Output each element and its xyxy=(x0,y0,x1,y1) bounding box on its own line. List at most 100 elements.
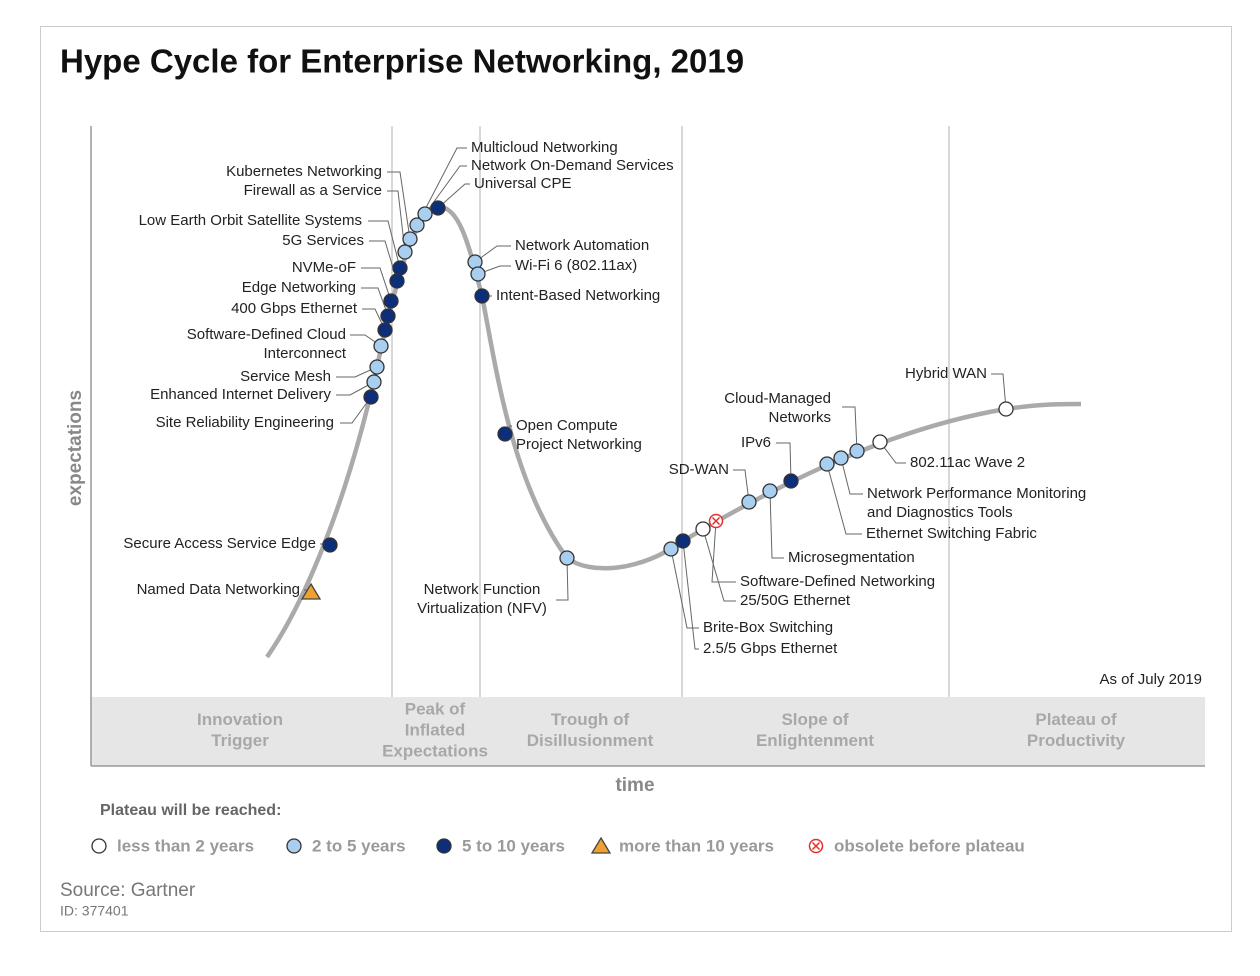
marker-circle xyxy=(91,838,107,854)
leader-line xyxy=(991,373,1007,410)
legend-label: 2 to 5 years xyxy=(312,836,406,855)
leader-line xyxy=(711,520,736,583)
technology-label: Multicloud Networking xyxy=(471,139,618,156)
marker xyxy=(872,434,888,450)
phase-label: Trigger xyxy=(211,731,269,750)
technology-label: Network On-Demand Services xyxy=(471,157,674,174)
marker xyxy=(590,836,612,854)
technology-label: Project Networking xyxy=(516,436,642,453)
technology-label: SD-WAN xyxy=(669,461,729,478)
marker xyxy=(708,513,724,529)
marker-circle xyxy=(474,288,490,304)
leader-line xyxy=(387,171,411,240)
marker xyxy=(663,541,679,557)
leader-line xyxy=(682,540,699,650)
phase-label: Expectations xyxy=(382,741,488,760)
marker xyxy=(409,217,425,233)
marker xyxy=(474,288,490,304)
marker xyxy=(389,273,405,289)
technology-label: Cloud-Managed xyxy=(724,390,831,407)
marker-circle xyxy=(369,359,385,375)
technology-label: Named Data Networking xyxy=(137,581,300,598)
marker xyxy=(808,838,824,854)
marker-circle xyxy=(363,389,379,405)
marker-cross xyxy=(811,841,821,851)
legend-title: Plateau will be reached: xyxy=(100,802,281,819)
marker xyxy=(783,473,799,489)
technology-label: Edge Networking xyxy=(242,279,356,296)
marker xyxy=(675,533,691,549)
marker-circle xyxy=(497,426,513,442)
phase-label: Trough of xyxy=(551,710,630,729)
marker-circle xyxy=(436,838,452,854)
marker xyxy=(377,322,393,338)
marker xyxy=(397,244,413,260)
leader-line xyxy=(387,190,406,253)
technology-label: Network Performance Monitoring xyxy=(867,485,1086,502)
marker xyxy=(402,231,418,247)
marker-circle xyxy=(833,450,849,466)
technology-label: Hybrid WAN xyxy=(905,365,987,382)
phase-label: Slope of xyxy=(781,710,848,729)
technology-label: 25/50G Ethernet xyxy=(740,592,851,609)
marker xyxy=(849,443,865,459)
technology-label: Software-Defined Cloud xyxy=(187,326,346,343)
phase-label: Peak of xyxy=(405,699,466,718)
axes xyxy=(90,126,1205,767)
marker-circle xyxy=(322,537,338,553)
marker-circle xyxy=(286,838,302,854)
leader-line xyxy=(879,441,906,464)
leader-line xyxy=(776,442,792,482)
technology-label: Brite-Box Switching xyxy=(703,619,833,636)
marker-circle xyxy=(998,401,1014,417)
marker xyxy=(559,550,575,566)
marker xyxy=(363,389,379,405)
marker xyxy=(436,838,452,854)
y-axis-label: expectations xyxy=(65,390,86,506)
technology-label: IPv6 xyxy=(741,434,771,451)
technology-label: Wi-Fi 6 (802.11ax) xyxy=(515,257,637,274)
leader-line xyxy=(361,267,392,302)
marker xyxy=(392,260,408,276)
leader-line xyxy=(361,287,389,317)
marker-circle xyxy=(430,200,446,216)
marker-triangle xyxy=(590,836,612,854)
technology-label: Kubernetes Networking xyxy=(226,163,382,180)
leader-line xyxy=(474,245,511,263)
frame xyxy=(40,26,1232,932)
technology-label: 2.5/5 Gbps Ethernet xyxy=(703,640,838,657)
marker-circle xyxy=(741,494,757,510)
marker xyxy=(430,200,446,216)
phase-band xyxy=(91,697,1205,766)
leader-line xyxy=(336,366,378,378)
marker xyxy=(741,494,757,510)
leader-line xyxy=(769,490,784,559)
technology-label: Firewall as a Service xyxy=(244,182,382,199)
marker-circle xyxy=(783,473,799,489)
marker xyxy=(998,401,1014,417)
leader-line xyxy=(424,165,467,215)
marker xyxy=(366,374,382,390)
as-of: As of July 2019 xyxy=(1099,671,1202,688)
technology-label: Interconnect xyxy=(263,345,346,362)
technology-label: Secure Access Service Edge xyxy=(123,535,316,552)
technology-label: Software-Defined Networking xyxy=(740,573,935,590)
technology-label: 5G Services xyxy=(282,232,364,249)
technology-label: Intent-Based Networking xyxy=(496,287,660,304)
legend-label: less than 2 years xyxy=(117,836,254,855)
technology-label: Network Automation xyxy=(515,237,649,254)
marker xyxy=(819,456,835,472)
technology-label: Open Compute xyxy=(516,417,618,434)
technology-label: NVMe-oF xyxy=(292,259,356,276)
marker-circle xyxy=(380,308,396,324)
marker-circle xyxy=(559,550,575,566)
marker xyxy=(762,483,778,499)
leader-line xyxy=(826,463,862,535)
technology-label: Virtualization (NFV) xyxy=(417,600,547,617)
technology-label: and Diagnostics Tools xyxy=(867,504,1013,521)
marker xyxy=(369,359,385,375)
legend-label: obsolete before plateau xyxy=(834,836,1025,855)
leader-line xyxy=(437,183,470,209)
leader-line xyxy=(842,406,858,452)
